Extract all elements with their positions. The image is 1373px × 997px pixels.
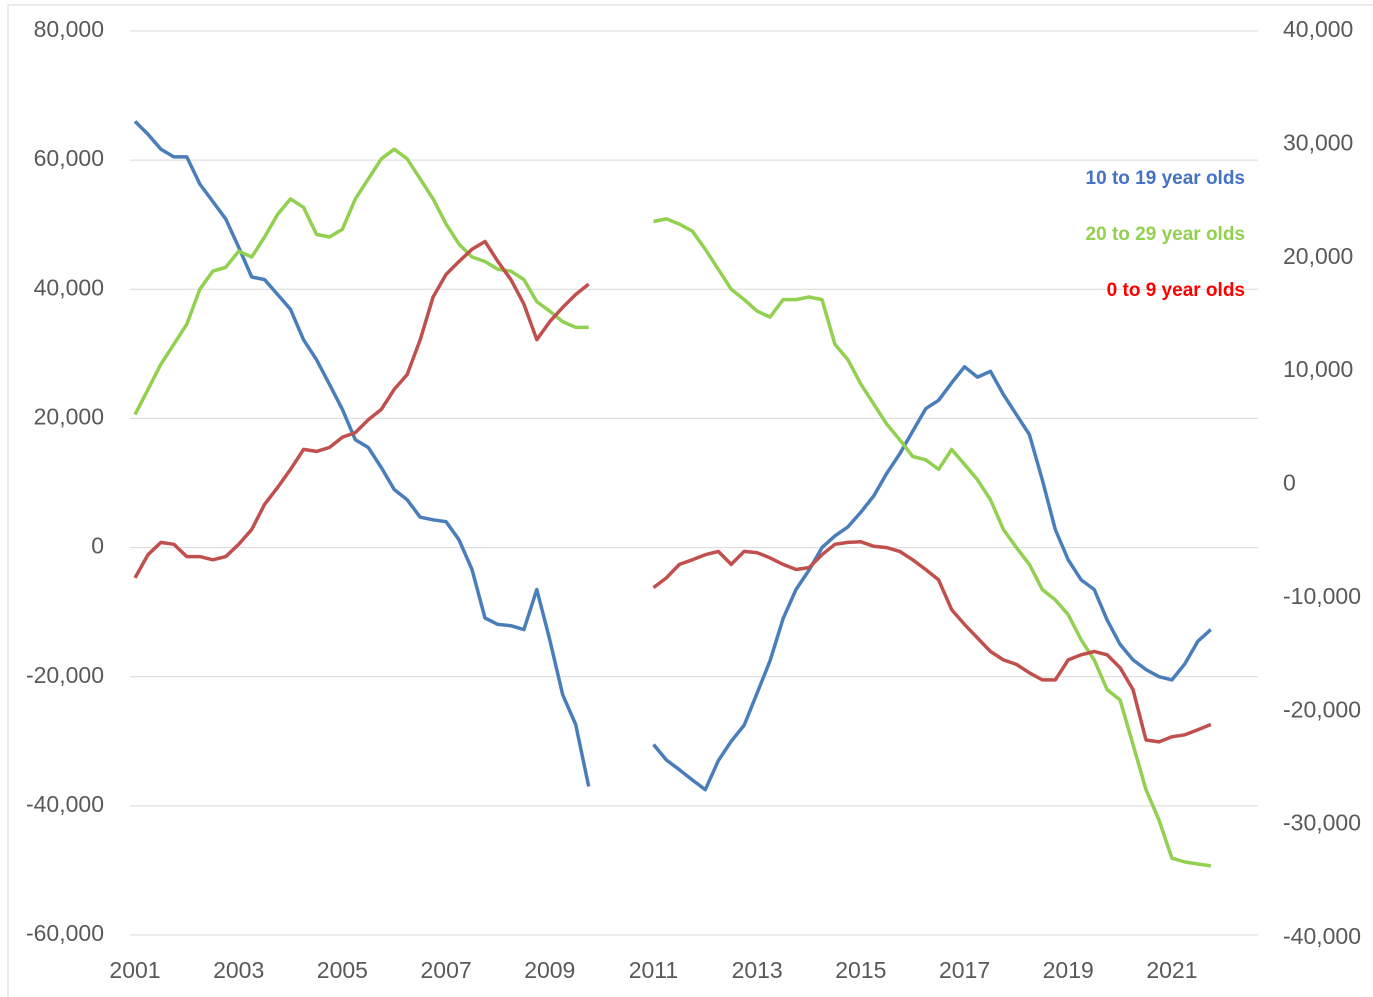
x-tick-label: 2021 — [1146, 957, 1197, 983]
y-tick-label: 40,000 — [34, 274, 104, 300]
y-tick-label: 80,000 — [34, 16, 104, 42]
y-tick-label: 20,000 — [34, 404, 104, 430]
y2-tick-label: -40,000 — [1283, 923, 1361, 949]
series-line — [133, 147, 1212, 868]
y-tick-label: 60,000 — [34, 145, 104, 171]
x-tick-label: 2003 — [213, 957, 264, 983]
legend-entry: 20 to 29 year olds — [1086, 224, 1245, 245]
y2-tick-label: 40,000 — [1283, 16, 1353, 42]
x-tick-label: 2015 — [835, 957, 886, 983]
y2-tick-label: 20,000 — [1283, 243, 1353, 269]
y2-tick-label: -20,000 — [1283, 696, 1361, 722]
y-tick-label: -60,000 — [26, 920, 104, 946]
x-tick-label: 2019 — [1043, 957, 1094, 983]
chart-border — [7, 4, 1373, 997]
x-tick-label: 2009 — [524, 957, 575, 983]
y-tick-label: -20,000 — [26, 662, 104, 688]
y2-tick-label: 0 — [1283, 470, 1296, 496]
y2-tick-label: 30,000 — [1283, 129, 1353, 155]
x-tick-label: 2001 — [109, 957, 160, 983]
y2-tick-label: -30,000 — [1283, 810, 1361, 836]
series-line — [133, 239, 1212, 744]
x-tick-label: 2011 — [629, 957, 678, 983]
y-tick-label: 0 — [91, 533, 104, 559]
series-line — [133, 120, 1212, 792]
y2-tick-label: 10,000 — [1283, 356, 1353, 382]
x-tick-label: 2007 — [420, 957, 471, 983]
x-tick-label: 2017 — [939, 957, 990, 983]
y-tick-label: -40,000 — [26, 791, 104, 817]
legend-entry: 10 to 19 year olds — [1086, 168, 1245, 189]
legend-entry: 0 to 9 year olds — [1107, 280, 1245, 301]
x-tick-label: 2013 — [732, 957, 783, 983]
y2-tick-label: -10,000 — [1283, 583, 1361, 609]
x-tick-label: 2005 — [317, 957, 368, 983]
